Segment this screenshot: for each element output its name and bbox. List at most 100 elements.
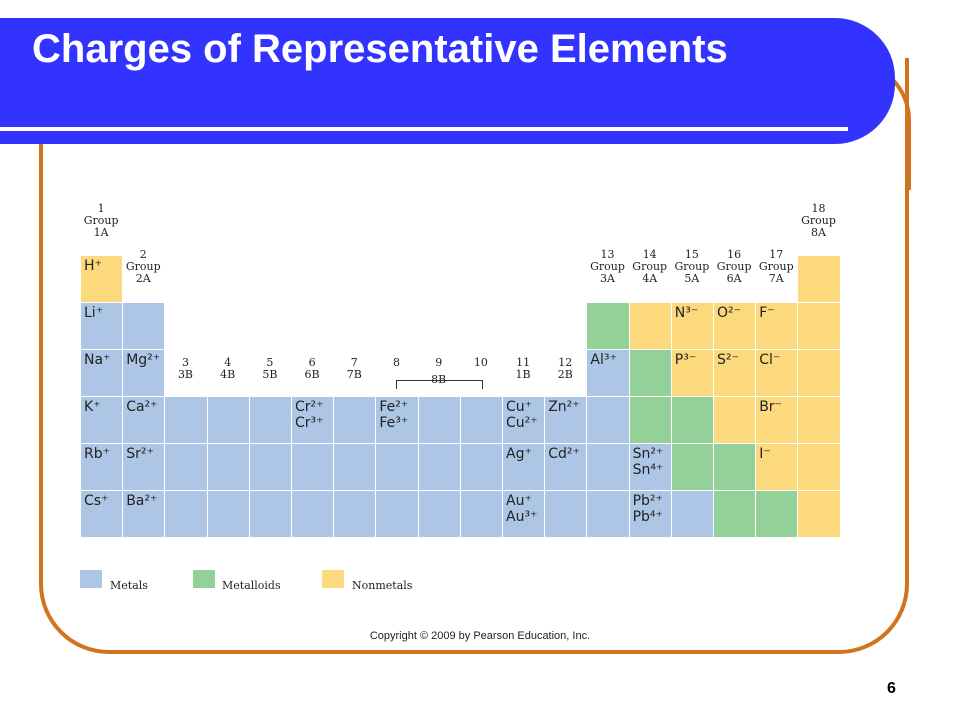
- group-header-line: 2B: [557, 368, 573, 381]
- element-cell-cd: Cd²⁺: [544, 443, 588, 491]
- element-cell: [122, 302, 166, 350]
- element-cell: [797, 443, 841, 491]
- slide-title: Charges of Representative Elements: [32, 27, 728, 71]
- element-cell-h: H⁺: [80, 255, 124, 303]
- ion-label: Au³⁺: [506, 509, 538, 525]
- element-cell: [248, 396, 292, 444]
- element-cell-f: F⁻: [755, 302, 799, 350]
- group-header-g11: 11 1B: [502, 357, 544, 381]
- group-header-line: 8: [392, 356, 400, 369]
- element-cell-cs: Cs⁺: [80, 490, 124, 538]
- group-header-line: 4B: [220, 368, 236, 381]
- group-header-g16: 16 Group 6A: [713, 249, 755, 285]
- group-header-line: 3B: [177, 368, 194, 381]
- element-cell: [459, 396, 503, 444]
- group-header-line: Group: [801, 214, 836, 227]
- ion-label: I⁻: [759, 446, 771, 462]
- group-header-g1: 1 Group 1A: [80, 203, 122, 239]
- element-cell-sn: Sn²⁺ Sn⁴⁺: [628, 443, 672, 491]
- element-cell: [375, 443, 419, 491]
- group-header-line: 1B: [515, 368, 531, 381]
- group-header-line: 7: [350, 356, 358, 369]
- group-header-line: Group: [83, 214, 119, 227]
- ion-label: Fe²⁺: [379, 399, 409, 415]
- group-header-g12: 12 2B: [544, 357, 586, 381]
- group-header-line: 8A: [811, 226, 826, 239]
- legend-label-metalloids: Metalloids: [222, 579, 281, 592]
- element-cell: [248, 490, 292, 538]
- group-header-line: 7B: [346, 368, 362, 381]
- element-cell-zn: Zn²⁺: [544, 396, 588, 444]
- group-header-line: 11: [516, 356, 531, 369]
- element-cell-li: Li⁺: [80, 302, 124, 350]
- ion-label: Cr²⁺: [295, 399, 324, 415]
- ion-label: Au⁺: [506, 493, 532, 509]
- element-cell: [797, 255, 841, 303]
- group-header-line: 3: [181, 356, 189, 369]
- element-cell: [291, 490, 335, 538]
- element-cell: [797, 349, 841, 397]
- group-header-line: 14: [642, 248, 657, 261]
- element-cell: [713, 490, 757, 538]
- group-header-line: 6A: [726, 272, 742, 285]
- element-cell-mg: Mg²⁺: [122, 349, 166, 397]
- group-header-line: 6B: [304, 368, 320, 381]
- ion-label: Pb⁴⁺: [632, 509, 663, 525]
- element-cell: [586, 396, 630, 444]
- ion-label: Cr³⁺: [295, 415, 324, 431]
- ion-label: Li⁺: [84, 305, 104, 321]
- ion-label: Na⁺: [84, 352, 111, 368]
- group-header-g4: 4 4B: [207, 357, 249, 381]
- ion-label: Cl⁻: [759, 352, 781, 368]
- legend-swatch-metalloids: [193, 570, 215, 588]
- ion-label: Ag⁺: [506, 446, 532, 462]
- group-header-g6: 6 6B: [291, 357, 333, 381]
- element-cell: [797, 490, 841, 538]
- element-cell: [459, 490, 503, 538]
- element-cell: [164, 396, 208, 444]
- ion-label: H⁺: [84, 258, 102, 274]
- group-header-g8: 8: [375, 357, 417, 369]
- ion-label: Br⁻: [759, 399, 782, 415]
- element-cell-cl: Cl⁻: [755, 349, 799, 397]
- element-cell-cu: Cu⁺ Cu²⁺: [502, 396, 546, 444]
- group-header-line: Group: [590, 260, 625, 273]
- element-cell: [417, 490, 461, 538]
- element-cell-n: N³⁻: [670, 302, 714, 350]
- element-cell: [544, 490, 588, 538]
- ion-label: O²⁻: [717, 305, 742, 321]
- ion-label: Ca²⁺: [126, 399, 158, 415]
- group-header-line: 9: [435, 356, 443, 369]
- ion-label: N³⁻: [674, 305, 699, 321]
- group-header-g2: 2 Group 2A: [122, 249, 164, 285]
- legend-swatch-metals: [80, 570, 102, 588]
- element-cell: [375, 490, 419, 538]
- group-header-line: 8B: [431, 373, 447, 386]
- group-header-g3: 3 3B: [164, 357, 206, 381]
- element-cell-sr: Sr²⁺: [122, 443, 166, 491]
- element-cell-br: Br⁻: [755, 396, 799, 444]
- page-number: 6: [887, 680, 896, 697]
- element-cell-al: Al³⁺: [586, 349, 630, 397]
- ion-label: Cu⁺: [506, 399, 533, 415]
- copyright-text: Copyright © 2009 by Pearson Education, I…: [369, 630, 591, 642]
- element-cell-ba: Ba²⁺: [122, 490, 166, 538]
- ion-label: Cs⁺: [84, 493, 109, 509]
- element-cell-fe: Fe²⁺ Fe³⁺: [375, 396, 419, 444]
- ion-label: P³⁻: [674, 352, 697, 368]
- group-header-g15: 15 Group 5A: [671, 249, 713, 285]
- ion-label: Sn⁴⁺: [632, 462, 664, 478]
- group-header-g9: 9: [418, 357, 460, 369]
- element-cell: [206, 396, 250, 444]
- element-cell: [333, 396, 377, 444]
- element-cell: [333, 443, 377, 491]
- element-cell-cr: Cr²⁺ Cr³⁺: [291, 396, 335, 444]
- group-header-line: 4: [224, 356, 232, 369]
- ion-label: Cd²⁺: [548, 446, 580, 462]
- ion-label: Cu²⁺: [506, 415, 538, 431]
- element-cell-ag: Ag⁺: [502, 443, 546, 491]
- group-header-line: 4A: [642, 272, 658, 285]
- group-header-line: 12: [558, 356, 573, 369]
- element-cell: [628, 349, 672, 397]
- element-cell: [670, 443, 714, 491]
